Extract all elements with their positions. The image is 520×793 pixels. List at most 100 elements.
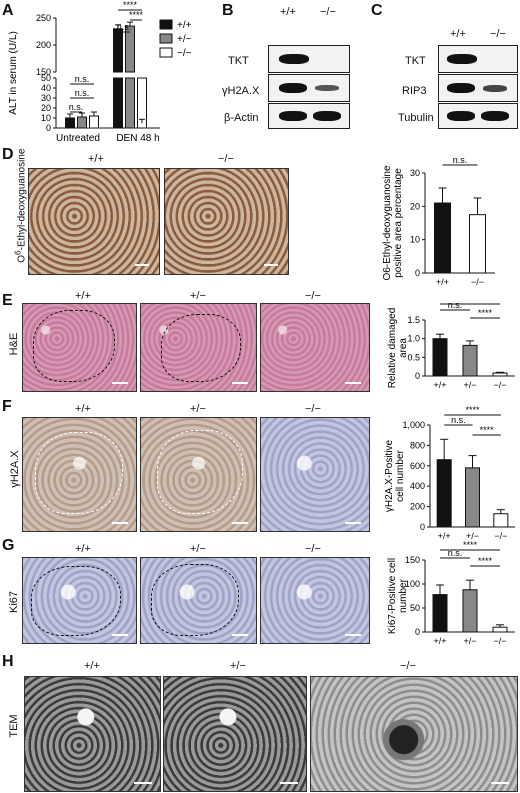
y-tick-label: 0: [420, 522, 425, 532]
y-axis-label: γH2A.X-Positive: [384, 439, 395, 512]
y-tick-label: 30: [410, 168, 420, 178]
bar: [432, 594, 448, 633]
blot-band: [483, 85, 507, 92]
y-axis-label: Relative damaged: [387, 308, 398, 389]
y-axis-label: number: [398, 578, 409, 613]
bar: [113, 28, 123, 73]
f-col-het: +/−: [190, 403, 206, 415]
legend-label: −/−: [177, 48, 192, 59]
bar: [436, 459, 452, 528]
y-tick-label: 1.0: [407, 334, 420, 344]
y-tick-label: 50: [41, 73, 51, 83]
x-tick-label: −/−: [494, 531, 507, 540]
chart-e: 0 0.5 1.0 1.5 +/+ +/− −/− Relative damaged area *…: [387, 300, 515, 390]
c-blot-rip3: [438, 74, 518, 102]
damage-outline: [157, 430, 243, 514]
bar: [125, 25, 135, 73]
e-row-label: H&E: [8, 332, 20, 356]
bar: [465, 467, 480, 528]
y-tick-label: 0: [415, 371, 420, 381]
bar: [462, 344, 478, 377]
g-row-label: Ki67: [8, 590, 20, 614]
panel-label-a: A: [2, 2, 14, 19]
b-band-label-tkt: TKT: [228, 55, 249, 67]
b-blot-tkt: [268, 45, 350, 73]
sig-label: n.s.: [75, 88, 90, 98]
h-image-ko: [310, 676, 518, 792]
scale-bar: [112, 382, 128, 384]
y-tick-label: 0: [46, 123, 51, 133]
bar: [113, 77, 123, 129]
scale-bar: [112, 634, 128, 636]
legend-swatch: [159, 33, 173, 44]
g-col-ko: −/−: [305, 543, 321, 555]
blot-band: [279, 111, 307, 121]
e-col-ko: −/−: [305, 290, 321, 302]
bar: [469, 214, 486, 274]
blot-band: [279, 54, 309, 64]
sig-label: n.s.: [69, 102, 84, 112]
scale-bar: [280, 782, 298, 784]
x-tick-label: +/+: [433, 636, 446, 646]
scale-bar: [135, 264, 149, 266]
scale-bar: [232, 522, 248, 524]
panel-label-g: G: [2, 537, 15, 554]
h-image-het: [163, 676, 307, 792]
g-image-het: [140, 557, 257, 644]
scale-bar: [491, 782, 509, 784]
scale-bar: [264, 264, 278, 266]
legend-label: +/−: [177, 34, 192, 45]
h-col-wt: +/+: [84, 660, 100, 672]
c-blot-tkt: [438, 45, 518, 73]
bar: [77, 116, 87, 129]
x-tick-label: +/+: [436, 277, 449, 287]
sig-label: ****: [129, 10, 144, 20]
y-tick-label: 1,000: [402, 420, 425, 430]
d-col-wt: +/+: [88, 153, 104, 165]
b-band-label-actin: β-Actin: [224, 112, 259, 124]
chart-g: 0 50 100 150 +/+ +/− −/− Ki67-Positive cell numb…: [387, 540, 515, 646]
bar: [493, 513, 509, 528]
y-tick-label: 100: [405, 579, 420, 589]
y-axis-label: ALT in serum (U/L): [8, 31, 19, 115]
c-band-label-tkt: TKT: [405, 55, 426, 67]
scale-bar: [345, 634, 361, 636]
c-band-label-rip3: RIP3: [402, 85, 427, 97]
sig-label: n.s.: [448, 300, 463, 310]
blot-band: [447, 83, 475, 93]
bar: [434, 202, 451, 274]
y-tick-label: 20: [410, 201, 420, 211]
y-tick-label: 10: [410, 235, 420, 245]
bar: [492, 372, 508, 377]
g-image-ko: [260, 557, 370, 644]
panel-label-e: E: [2, 292, 13, 309]
legend-swatch: [159, 19, 173, 30]
blot-band: [447, 54, 477, 64]
d-row-label: O6-Ethyl-deoxyguanosine: [12, 148, 28, 263]
sig-label: ****: [478, 556, 493, 566]
damage-outline: [35, 432, 123, 514]
d-col-ko: −/−: [218, 153, 234, 165]
y-tick-label: 250: [36, 13, 51, 23]
d-image-wt: [28, 168, 160, 275]
f-row-label: γH2A.X: [9, 450, 21, 488]
e-image-het: [140, 303, 257, 392]
h-image-wt: [24, 676, 161, 792]
y-tick-label: 800: [410, 440, 425, 450]
d-image-ko: [164, 168, 289, 275]
b-band-label-h2ax: γH2A.X: [222, 85, 260, 97]
sig-label: ****: [465, 405, 480, 415]
panel-label-f: F: [2, 398, 12, 415]
sig-label: n.s.: [117, 22, 132, 32]
x-tick-label: Untreated: [56, 133, 100, 144]
g-image-wt: [22, 557, 137, 644]
y-tick-label: 20: [41, 103, 51, 113]
damage-outline: [161, 314, 241, 382]
scale-bar: [345, 522, 361, 524]
y-tick-label: 0: [415, 627, 420, 637]
panel-label-h: H: [2, 653, 14, 670]
legend-label: +/+: [177, 20, 192, 31]
panel-label-c: C: [371, 2, 383, 19]
chart-f: 0 200 400 600 800 1,000 +/+ +/− −/− γH2A.X-Positi…: [384, 405, 515, 540]
